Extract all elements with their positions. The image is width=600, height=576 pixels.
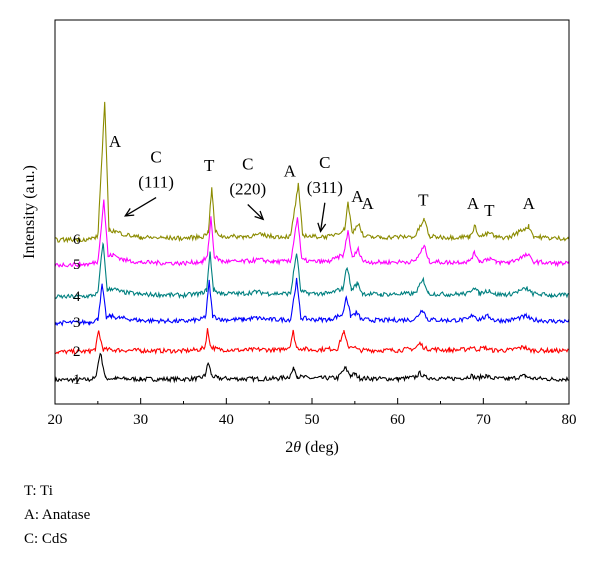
peak-annotation-label: A (351, 187, 364, 206)
x-tick-label: 60 (390, 412, 405, 428)
peak-annotation-label: (220) (229, 179, 266, 198)
x-tick-label: 40 (219, 412, 234, 428)
peak-annotation-label: C (319, 153, 330, 172)
annotation-arrowhead (254, 210, 265, 221)
x-tick-label: 70 (476, 412, 491, 428)
peak-annotation-label: T (484, 201, 495, 220)
series-label-4: 4 (73, 289, 81, 305)
trace-3 (54, 277, 570, 327)
y-axis-label: Intensity (a.u.) (21, 165, 38, 259)
x-axis-label: 2θ (deg) (285, 439, 339, 456)
x-tick-label: 50 (305, 412, 320, 428)
trace-4 (54, 241, 570, 300)
x-axis-label-part: (deg) (301, 439, 339, 456)
note-ti: T: Ti (24, 483, 53, 499)
x-axis-label-part: θ (293, 439, 301, 456)
peak-annotation-label: (111) (138, 173, 174, 192)
x-axis-label-part: 2 (285, 439, 293, 456)
series-labels: 1 2 3 4 5 6 (73, 232, 81, 388)
annotation-arrowhead (123, 208, 135, 217)
annotation-arrowhead (317, 222, 327, 233)
peak-annotation-label: A (467, 194, 480, 213)
note-anatase: A: Anatase (24, 507, 91, 523)
trace-2 (54, 328, 570, 355)
trace-5 (54, 199, 570, 268)
series-label-3: 3 (73, 315, 81, 331)
peak-annotation-label: T (418, 191, 429, 210)
x-tick-label: 20 (48, 412, 63, 428)
annotation-arrow (124, 197, 157, 217)
x-tick-label: 30 (133, 412, 148, 428)
series-label-6: 6 (73, 232, 81, 248)
peak-annotation-label: (311) (307, 178, 343, 197)
peak-annotation-label: C (150, 148, 161, 167)
trace-1 (54, 352, 570, 384)
x-tick-label: 80 (562, 412, 577, 428)
trace-group (54, 101, 570, 384)
peak-annotation-label: A (523, 194, 536, 213)
peak-annotation-label: A (109, 132, 122, 151)
peak-annotation-label: C (242, 154, 253, 173)
trace-6 (54, 101, 570, 244)
annotation-arrow (247, 204, 264, 220)
annotation-arrow (319, 202, 326, 232)
note-cds: C: CdS (24, 531, 68, 547)
x-axis-ticks: 20 30 40 50 60 70 80 (48, 398, 577, 428)
series-label-2: 2 (73, 344, 81, 360)
peak-annotation-label: A (362, 194, 375, 213)
peak-annotations: AC(111)T C(220)A C(311) AA T A T A (109, 132, 536, 233)
series-label-1: 1 (73, 372, 81, 388)
xrd-chart: 20 30 40 50 60 70 80 1 2 3 4 5 6 A C (111) T C (220) A C (3… (21, 19, 577, 456)
peak-annotation-label: T (204, 156, 215, 175)
peak-annotation-label: A (284, 161, 297, 180)
series-label-5: 5 (73, 257, 81, 273)
